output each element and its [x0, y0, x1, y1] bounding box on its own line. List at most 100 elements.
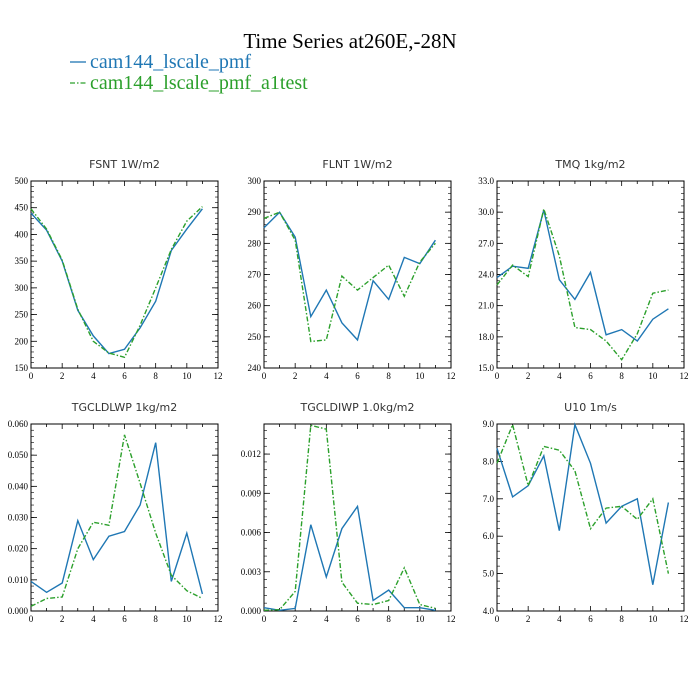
series-line-1 [30, 434, 203, 607]
x-tick-label: 8 [153, 614, 158, 624]
x-tick-label: 8 [153, 371, 158, 381]
panel-2: TMQ 1kg/m2 0 2 4 6 8 10 12 15.0 18.0 21.0 24.0 27.0 3… [478, 158, 688, 381]
x-tick-label: 2 [60, 614, 65, 624]
series-line-0 [263, 504, 436, 612]
y-tick-label: 0.040 [8, 481, 29, 491]
x-tick-label: 12 [214, 614, 223, 624]
series-line-0 [496, 422, 670, 585]
legend-label-1: cam144_lscale_pmf_a1test [90, 72, 308, 94]
y-tick-label: 0.020 [8, 544, 29, 554]
x-tick-label: 6 [122, 371, 127, 381]
panel-title: FLNT 1W/m2 [322, 158, 392, 171]
y-tick-label: 7.0 [483, 494, 495, 504]
x-tick-label: 12 [680, 614, 689, 624]
panel-title: TGCLDIWP 1.0kg/m2 [299, 401, 414, 414]
panel-title: TGCLDLWP 1kg/m2 [71, 401, 177, 414]
series-line-1 [30, 206, 203, 359]
x-tick-label: 6 [588, 371, 593, 381]
panel-title: FSNT 1W/m2 [89, 158, 160, 171]
x-tick-label: 4 [557, 614, 562, 624]
y-tick-label: 21.0 [478, 301, 494, 311]
y-tick-label: 350 [15, 256, 29, 266]
y-tick-label: 400 [15, 229, 29, 239]
x-tick-label: 0 [29, 614, 34, 624]
x-tick-label: 12 [447, 614, 456, 624]
y-tick-label: 250 [15, 310, 29, 320]
x-tick-label: 2 [526, 614, 531, 624]
series-line-0 [30, 442, 204, 595]
panel-1: FLNT 1W/m2 0 2 4 6 8 10 12 240 250 260 270 280 290 300 [248, 158, 456, 381]
x-tick-label: 10 [648, 614, 658, 624]
y-tick-label: 250 [248, 332, 262, 342]
y-tick-label: 6.0 [483, 531, 495, 541]
x-tick-label: 4 [91, 371, 96, 381]
y-tick-label: 0.012 [241, 449, 261, 459]
x-tick-label: 10 [415, 614, 425, 624]
x-tick-label: 10 [182, 614, 192, 624]
x-tick-label: 10 [415, 371, 425, 381]
y-tick-label: 500 [15, 176, 29, 186]
y-tick-label: 0.000 [241, 606, 262, 616]
x-tick-label: 6 [355, 614, 360, 624]
x-tick-label: 8 [619, 371, 624, 381]
y-tick-label: 15.0 [478, 363, 494, 373]
series-line-0 [496, 209, 669, 342]
y-tick-label: 260 [248, 301, 262, 311]
panel-0: FSNT 1W/m2 0 2 4 6 8 10 12 150 200 250 300 350 400 450… [15, 158, 223, 381]
legend-label-0: cam144_lscale_pmf [90, 51, 251, 73]
y-tick-label: 4.0 [483, 606, 495, 616]
y-tick-label: 0.060 [8, 419, 29, 429]
x-tick-label: 10 [648, 371, 658, 381]
x-tick-label: 12 [680, 371, 689, 381]
series-line-0 [263, 211, 436, 342]
x-tick-label: 6 [355, 371, 360, 381]
y-tick-label: 270 [248, 270, 262, 280]
panel-4: TGCLDIWP 1.0kg/m2 0 2 4 6 8 10 12 0.000 0.003 0.00… [241, 401, 456, 624]
main-title: Time Series at260E,-28N [243, 29, 456, 53]
x-tick-label: 0 [495, 614, 500, 624]
y-tick-label: 5.0 [483, 569, 495, 579]
y-tick-label: 24.0 [478, 270, 494, 280]
y-tick-label: 0.003 [241, 567, 262, 577]
x-tick-label: 0 [495, 371, 500, 381]
x-tick-label: 4 [324, 614, 329, 624]
x-tick-label: 2 [60, 371, 65, 381]
y-tick-label: 300 [15, 283, 29, 293]
panel-title: U10 1m/s [564, 401, 617, 414]
panel-5: U10 1m/s 0 2 4 6 8 10 12 4.0 5.0 6.0 7.0 8.0 9.0 [483, 401, 689, 624]
y-tick-label: 27.0 [478, 238, 494, 248]
panels: FSNT 1W/m20 2 4 6 8 10 12150200250300350400450… [8, 158, 689, 624]
x-tick-label: 6 [588, 614, 593, 624]
y-tick-label: 200 [15, 336, 29, 346]
y-tick-label: 30.0 [478, 207, 494, 217]
y-tick-label: 240 [248, 363, 262, 373]
x-tick-label: 2 [293, 614, 298, 624]
y-tick-label: 8.0 [483, 456, 495, 466]
legend: cam144_lscale_pmf cam144_lscale_pmf_a1te… [70, 51, 308, 94]
y-tick-label: 280 [248, 238, 262, 248]
panel-title: TMQ 1kg/m2 [554, 158, 625, 171]
y-tick-label: 9.0 [483, 419, 495, 429]
series-line-1 [263, 211, 436, 343]
x-tick-label: 4 [324, 371, 329, 381]
x-tick-label: 8 [386, 614, 391, 624]
x-tick-label: 10 [182, 371, 192, 381]
y-tick-label: 0.000 [8, 606, 29, 616]
x-tick-label: 2 [293, 371, 298, 381]
x-tick-label: 8 [619, 614, 624, 624]
y-tick-label: 0.030 [8, 513, 29, 523]
y-tick-label: 300 [248, 176, 262, 186]
y-tick-label: 150 [15, 363, 29, 373]
x-tick-label: 0 [262, 614, 267, 624]
x-tick-label: 0 [262, 371, 267, 381]
x-tick-label: 12 [214, 371, 223, 381]
y-tick-label: 290 [248, 207, 262, 217]
panel-3: TGCLDLWP 1kg/m2 0 2 4 6 8 10 12 0.000 0.010 0.020 0… [8, 401, 223, 624]
y-tick-label: 0.050 [8, 450, 29, 460]
x-tick-label: 0 [29, 371, 34, 381]
x-tick-label: 8 [386, 371, 391, 381]
y-tick-label: 33.0 [478, 176, 494, 186]
x-tick-label: 4 [91, 614, 96, 624]
